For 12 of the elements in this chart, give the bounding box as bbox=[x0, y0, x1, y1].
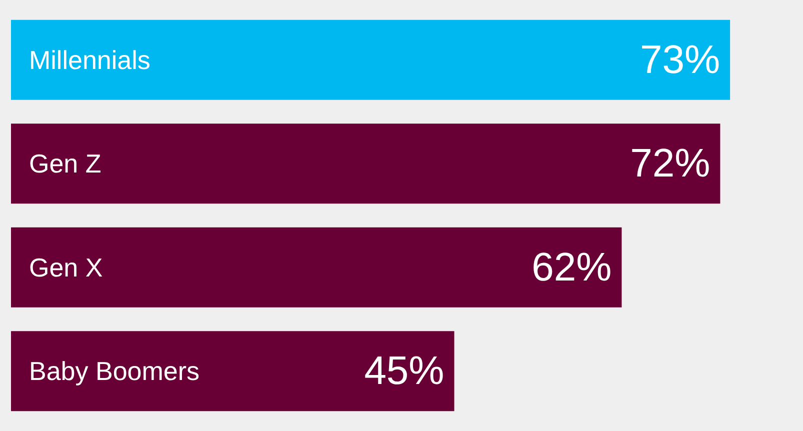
bar bbox=[11, 331, 454, 412]
data-label: 73% bbox=[640, 38, 720, 82]
data-label: 72% bbox=[630, 142, 710, 186]
y-tick-label: Millennials bbox=[29, 44, 150, 75]
y-tick-label: Gen X bbox=[29, 252, 103, 282]
y-tick-label: Gen Z bbox=[29, 148, 102, 179]
bar bbox=[11, 124, 720, 204]
data-label: 62% bbox=[532, 245, 612, 290]
y-tick-label: Baby Boomers bbox=[29, 356, 200, 386]
bar bbox=[11, 227, 622, 308]
data-label: 45% bbox=[364, 349, 444, 394]
bar bbox=[11, 20, 730, 100]
